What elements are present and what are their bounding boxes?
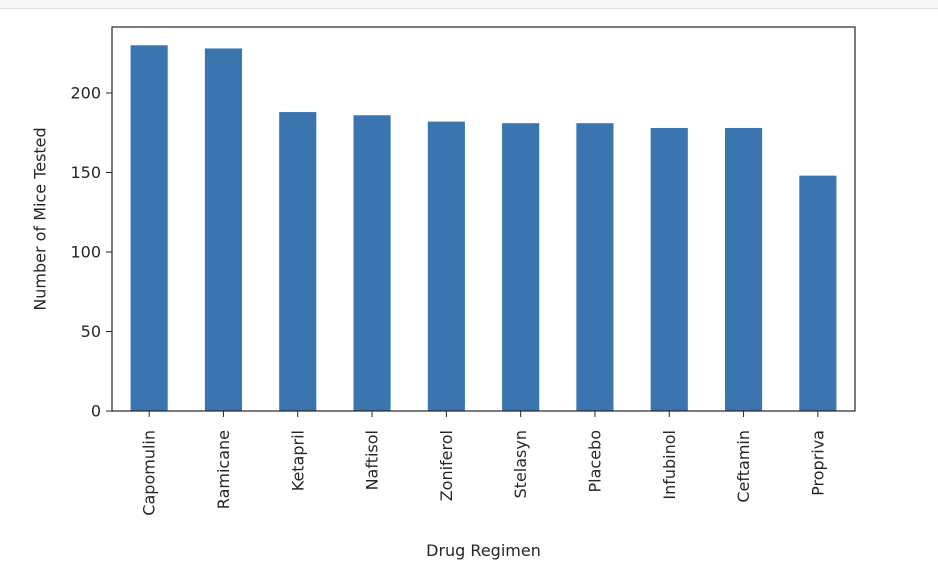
bar-infubinol <box>650 127 688 412</box>
bar-stelasyn <box>502 123 540 411</box>
x-axis: Capomulin Ramicane Ketapril Naftisol Zonifer… <box>140 411 827 516</box>
bars-group <box>130 45 837 412</box>
bar-ketapril <box>279 112 317 411</box>
y-tick-label: 50 <box>81 322 101 341</box>
plot-frame <box>111 26 856 412</box>
x-tick-label: Ramicane <box>214 430 233 509</box>
y-tick-label: 0 <box>91 402 101 421</box>
y-tick-label: 200 <box>70 83 101 102</box>
bar-zoniferol <box>427 121 465 411</box>
bar-ceftamin <box>724 127 763 412</box>
x-tick-label: Ceftamin <box>734 430 753 503</box>
y-axis-title: Number of Mice Tested <box>31 127 50 310</box>
bar-naftisol <box>353 115 391 411</box>
bar-placebo <box>576 123 614 411</box>
x-tick-label: Infubinol <box>660 430 679 500</box>
y-tick-label: 100 <box>70 242 101 261</box>
bar-propriva <box>799 175 837 411</box>
x-tick-label: Placebo <box>585 430 604 492</box>
x-tick-label: Naftisol <box>363 430 382 490</box>
output-cell-top-border <box>0 0 938 9</box>
bar-capomulin <box>130 45 168 412</box>
y-axis: 0 50 100 150 200 <box>70 83 112 421</box>
x-tick-label: Capomulin <box>140 430 159 516</box>
x-tick-label: Propriva <box>808 430 827 496</box>
x-tick-label: Zoniferol <box>437 430 456 501</box>
x-tick-label: Ketapril <box>288 430 307 491</box>
x-axis-title: Drug Regimen <box>426 541 541 560</box>
x-tick-label: Stelasyn <box>511 430 530 498</box>
y-tick-label: 150 <box>70 163 101 182</box>
bar-ramicane <box>204 48 243 411</box>
